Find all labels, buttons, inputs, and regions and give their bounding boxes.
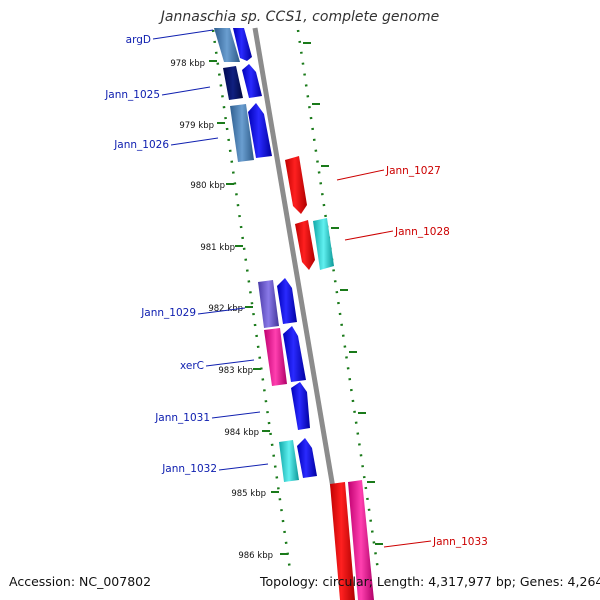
scale-label-986: 986 kbp bbox=[238, 551, 273, 561]
accession-text: Accession: NC_007802 bbox=[9, 574, 152, 589]
scale-label-985: 985 kbp bbox=[231, 489, 266, 499]
map-title: Jannaschia sp. CCS1, complete genome bbox=[160, 9, 440, 25]
gene-label-Jann_1026: Jann_1026 bbox=[113, 139, 169, 151]
major-ticks bbox=[209, 42, 383, 555]
feature-Jann_1031 bbox=[291, 382, 310, 430]
gene-label-Jann_1031: Jann_1031 bbox=[154, 412, 210, 424]
gene-label-argD: argD bbox=[126, 34, 151, 46]
feature-xerC-outer bbox=[264, 328, 287, 386]
scale-label-982: 982 kbp bbox=[208, 304, 243, 314]
feature-Jann_1027 bbox=[285, 156, 307, 214]
feature-Jann_1025-inner bbox=[242, 64, 262, 98]
scale-labels: 978 kbp 979 kbp 980 kbp 981 kbp 982 kbp … bbox=[170, 59, 273, 561]
feature-Jann_1032-inner bbox=[297, 438, 317, 478]
feature-Jann_1029-inner bbox=[277, 278, 297, 324]
gene-label-Jann_1032: Jann_1032 bbox=[161, 463, 217, 475]
scale-label-979: 979 kbp bbox=[179, 121, 214, 131]
feature-Jann_1028-cyan bbox=[313, 218, 334, 270]
feature-Jann_1033-magenta bbox=[348, 480, 374, 600]
gene-label-Jann_1025: Jann_1025 bbox=[104, 89, 160, 101]
gene-labels-left: argD Jann_1025 Jann_1026 Jann_1029 xerC … bbox=[104, 34, 217, 475]
gene-label-Jann_1027: Jann_1027 bbox=[385, 165, 441, 177]
scale-label-984: 984 kbp bbox=[224, 428, 259, 438]
genome-summary-text: Topology: circular; Length: 4,317,977 bp… bbox=[260, 574, 600, 589]
features bbox=[214, 28, 374, 600]
gene-label-xerC: xerC bbox=[180, 360, 204, 372]
gene-label-Jann_1028: Jann_1028 bbox=[394, 226, 450, 238]
scale-label-978: 978 kbp bbox=[170, 59, 205, 69]
feature-Jann_1029-outer bbox=[258, 280, 279, 328]
label-leaders bbox=[152, 29, 432, 548]
scale-label-980: 980 kbp bbox=[190, 181, 225, 191]
feature-Jann_1026-inner bbox=[248, 103, 272, 158]
gene-label-Jann_1029: Jann_1029 bbox=[140, 307, 196, 319]
feature-Jann_1025-outer bbox=[223, 66, 243, 100]
feature-argD-outer bbox=[214, 28, 240, 62]
gene-labels-right: Jann_1027 Jann_1028 Jann_1033 bbox=[385, 165, 488, 548]
scale-label-983: 983 kbp bbox=[218, 366, 253, 376]
feature-Jann_1032-outer bbox=[279, 440, 299, 482]
feature-Jann_1033-red bbox=[330, 482, 355, 600]
gene-label-Jann_1033: Jann_1033 bbox=[432, 536, 488, 548]
feature-Jann_1026-outer bbox=[230, 104, 254, 162]
feature-xerC-inner bbox=[283, 326, 306, 382]
feature-argD-inner bbox=[233, 28, 252, 61]
scale-label-981: 981 kbp bbox=[200, 243, 235, 253]
feature-Jann_1028-red bbox=[295, 220, 315, 270]
